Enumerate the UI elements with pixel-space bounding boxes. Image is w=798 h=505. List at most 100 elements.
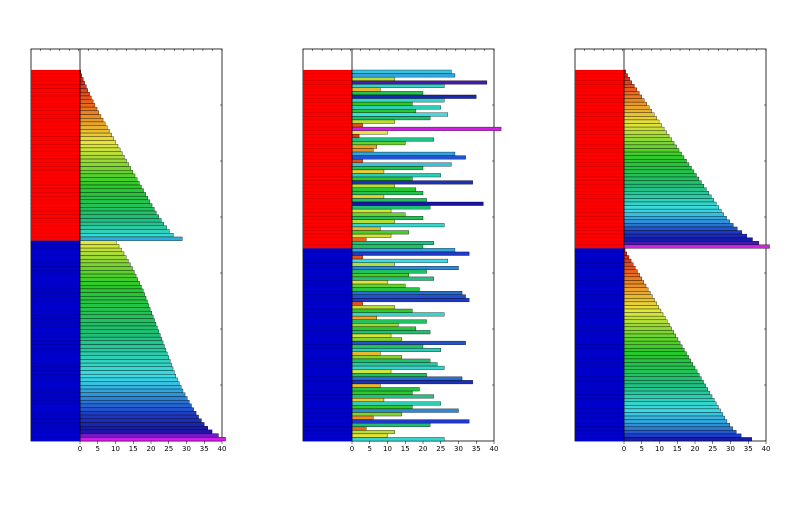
panel-left-bar-0-35 [79,199,151,204]
panel-right-bar-1-26 [623,340,681,345]
panel-right-bar-1-29 [623,351,687,356]
panel-middle-bar-0-16 [351,126,502,131]
panel-middle-bar-1-11 [351,287,420,292]
panel-left-xtick-label-5: 25 [164,445,173,453]
panel-right-bar-0-14 [623,119,660,124]
panel-right-bar-1-12 [623,290,651,295]
panel-right-bar-0-2 [623,76,630,81]
panel-left-bar-1-32 [79,359,171,364]
panel-left-bar-1-42 [79,396,188,401]
panel-right-bar-1-18 [623,312,664,317]
panel-middle-bar-0-43 [351,223,445,228]
panel-middle-bar-0-10 [351,105,441,110]
panel-right-bar-1-34 [623,369,698,374]
panel-right-bar-1-19 [623,315,666,320]
panel-middle-bar-1-2 [351,255,363,260]
panel-middle-bar-1-25 [351,337,402,342]
panel-left-bar-0-7 [79,95,92,100]
panel-left-bar-1-48 [79,418,202,423]
panel-right-bar-0-23 [623,151,682,156]
panel-middle-bar-0-6 [351,91,424,96]
panel-right-bar-1-24 [623,333,677,338]
panel-left-bar-1-24 [79,329,159,334]
panel-right-bar-1-45 [623,408,721,413]
panel-right-xtick-label-0: 0 [622,445,626,453]
panel-middle-bar-1-36 [351,376,463,381]
panel-right-bar-1-41 [623,394,713,399]
panel-left-bar-0-17 [79,132,112,137]
panel-left-bar-0-30 [79,181,140,186]
panel-right-bar-1-35 [623,373,700,377]
panel-right-bar-0-30 [623,176,700,181]
panel-left-bar-0-38 [79,210,157,215]
panel-middle-bar-1-22 [351,326,417,331]
panel-middle-bar-1-17 [351,308,413,313]
panel-middle-bar-0-46 [351,233,392,238]
panel-right-bar-0-38 [623,205,719,210]
panel-right-bar-1-46 [623,412,723,417]
panel-left-bar-0-3 [79,80,85,86]
panel-left-bar-0-43 [79,229,170,234]
panel-right-bar-0-20 [623,141,675,146]
panel-right-bar-1-31 [623,358,691,363]
panel-right-bar-0-36 [623,198,714,203]
panel-right-xtick-label-2: 10 [655,445,664,453]
panel-middle-bar-0-5 [351,87,381,92]
panel-left-bar-1-6 [79,262,131,267]
panel-middle-bar-0-1 [351,73,456,78]
panel-middle-bar-0-37 [351,201,484,206]
panel-middle-bar-0-7 [351,94,477,99]
panel-left-bar-1-44 [79,403,192,408]
panel-middle-bar-0-14 [351,119,395,124]
panel-left-bar-1-35 [79,370,175,375]
panel-left-bar-0-40 [79,218,162,223]
panel-middle-bar-1-35 [351,373,427,377]
panel-left-bar-0-11 [79,110,99,115]
panel-middle-bar-1-12 [351,290,463,295]
panel-middle-bar-0-18 [351,134,360,138]
panel-right-bar-1-39 [623,387,708,392]
panel-left-bar-1-21 [79,318,155,323]
panel-right-bar-1-49 [623,422,730,427]
panel-left-bar-1-23 [79,325,158,330]
panel-middle-bar-0-24 [351,155,466,160]
panel-left-bar-1-2 [79,247,122,252]
panel-right-bar-1-8 [623,276,642,281]
panel-middle-bar-1-53 [351,437,445,442]
panel-left-bar-1-3 [79,251,125,256]
panel-right-bar-0-35 [623,194,712,199]
panel-right-xtick-label-8: 40 [762,445,771,453]
panel-right-bar-0-25 [623,159,687,163]
panel-middle-bar-0-2 [351,76,395,81]
panel-left-xtick-label-2: 10 [111,445,120,453]
panel-middle-bar-1-44 [351,405,413,410]
panel-right-bar-0-39 [623,208,722,213]
panel-left-bar-0-28 [79,173,136,178]
panel-middle-bar-1-9 [351,280,388,285]
panel-left-bar-1-46 [79,411,197,416]
panel-middle-bar-1-3 [351,258,449,263]
panel-middle-bar-0-12 [351,112,449,117]
panel-right-bar-0-46 [623,233,748,238]
panel-middle-bar-1-38 [351,383,381,388]
panel-middle-bar-1-29 [351,351,381,356]
panel-right-xtick-label-5: 25 [708,445,717,453]
panel-middle-xtick-label-4: 20 [419,445,428,453]
panel-right-bar-1-52 [623,433,742,438]
panel-right-bar-0-28 [623,169,695,174]
panel-left-bar-0-4 [79,84,87,89]
panel-middle-bar-1-40 [351,390,413,395]
panel-left-bar-1-11 [79,281,140,286]
panel-right-bar-1-37 [623,380,704,385]
panel-left-bar-0-21 [79,147,121,152]
panel-left-bar-0-12 [79,114,102,119]
panel-right-bar-0-6 [623,91,640,96]
panel-right-bar-1-32 [623,362,694,367]
panel-left-bar-1-15 [79,296,147,301]
panel-right-bar-1-22 [623,326,672,331]
panel-middle-bar-0-17 [351,130,388,135]
panel-middle-bar-1-19 [351,315,378,320]
panel-right-bar-0-21 [623,144,677,149]
panel-right-bar-1-15 [623,301,657,306]
panel-left-bar-1-16 [79,299,148,304]
